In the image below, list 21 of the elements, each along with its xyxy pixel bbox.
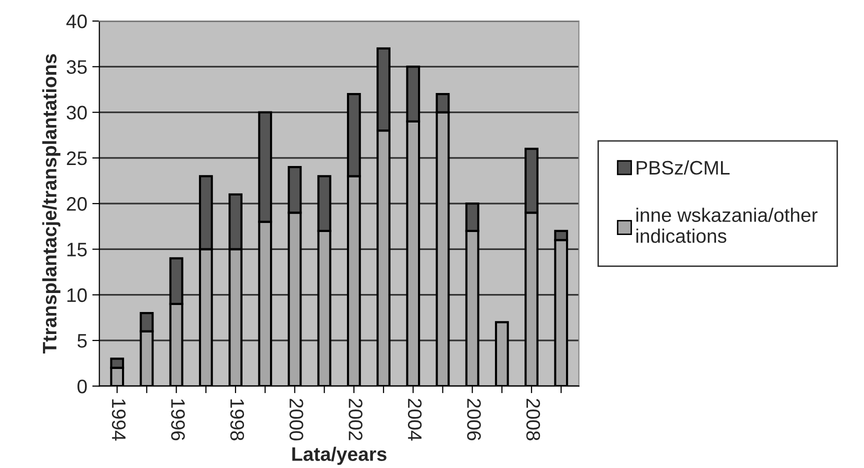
y-tick-label: 30 [66,106,87,120]
legend-label: inne wskazania/other indications [636,208,818,243]
x-tick-label: 2002 [348,398,362,440]
x-tick-label: 2000 [290,398,304,440]
x-tick-label: 2006 [467,398,481,440]
y-axis-title: Ttransplantacje/transplantations [42,54,60,354]
y-tick-label: 10 [67,288,87,302]
y-tick-label: 20 [66,197,87,211]
x-tick-label: 1998 [230,399,244,440]
x-axis-title: Lata/years [292,446,386,465]
y-tick-label: 40 [66,14,87,28]
y-tick-label: 0 [78,380,87,394]
x-tick-label: 2008 [526,398,540,440]
y-tick-label: 15 [67,242,87,256]
x-tick-label: 2004 [408,398,422,441]
y-tick-label: 5 [78,334,87,348]
y-tick-label: 35 [66,60,87,74]
y-tick-label: 25 [66,151,87,166]
x-tick-label: 1996 [171,399,185,440]
x-tick-label: 1994 [112,399,126,441]
legend-label: PBSz/CML [636,160,730,175]
